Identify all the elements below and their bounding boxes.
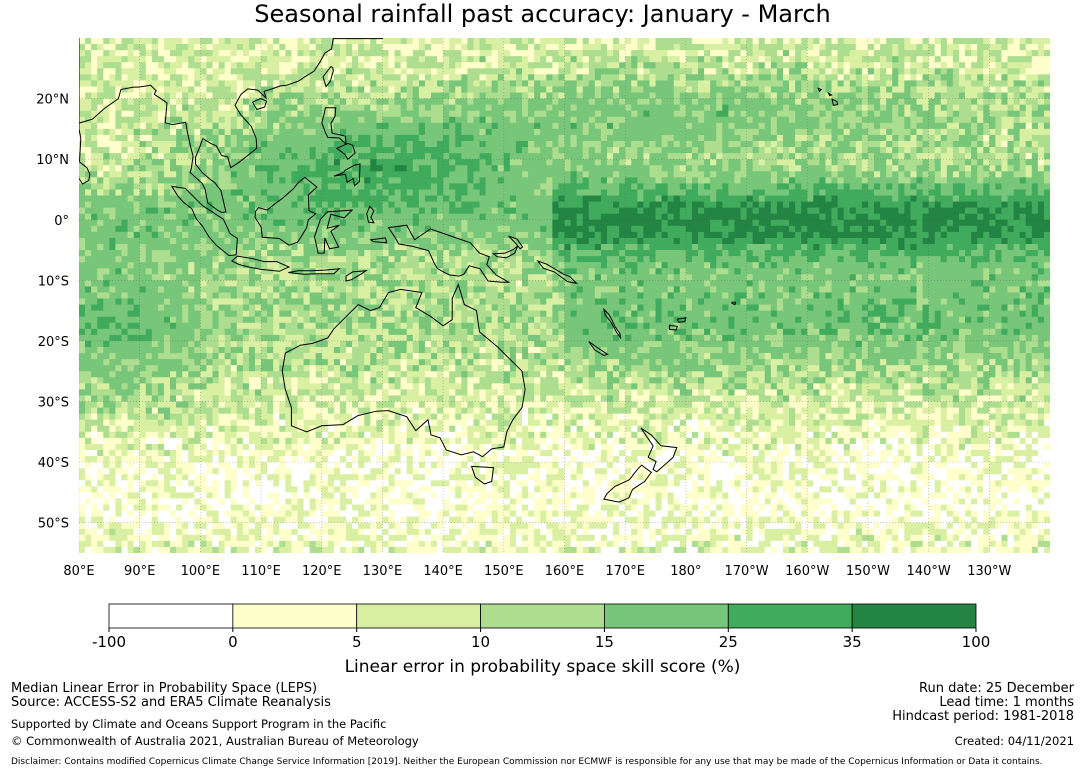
coastline-taiwan [322, 65, 334, 88]
colorbar-tick-label: 0 [228, 633, 238, 651]
lon-tick-label: 160°E [545, 564, 585, 579]
skill-field [79, 38, 1050, 553]
colorbar-segment [356, 603, 481, 629]
colorbar-tick-label: 15 [595, 633, 614, 651]
coastline-mindanao [333, 163, 361, 187]
lat-tick-label: 10°S [38, 274, 69, 289]
coastline-nz-north [640, 427, 678, 473]
coastline-sulawesi [313, 209, 354, 254]
colorbar-segment [108, 603, 234, 629]
coastline-mainland-asia [79, 38, 383, 214]
colorbar-tick-label: 25 [719, 633, 738, 651]
coastline-hawaii [831, 98, 839, 106]
coastline-australia [281, 283, 526, 458]
lon-tick-label: 90°E [124, 564, 155, 579]
lat-tick-label: 30°S [38, 396, 69, 411]
coastline-hawaii-oahu [817, 87, 823, 93]
coastline-fiji-vanua [676, 317, 687, 323]
lon-tick-label: 180° [670, 564, 701, 579]
footer-source-info: Median Linear Error in Probability Space… [11, 682, 331, 710]
lon-tick-label: 140°E [423, 564, 463, 579]
coastline-seram [369, 237, 388, 244]
lon-tick-label: 100°E [181, 564, 221, 579]
footer-run-info: Run date: 25 December Lead time: 1 month… [892, 682, 1074, 724]
run-date-label: Run date: 25 December [919, 681, 1074, 696]
lon-tick-label: 150°W [846, 564, 890, 579]
footer-credits: Supported by Climate and Oceans Support … [11, 717, 419, 748]
coastline-visayas [335, 142, 356, 160]
coastline-vanuatu [603, 307, 622, 339]
lat-tick-label: 40°S [38, 456, 69, 471]
lon-tick-label: 130°W [967, 564, 1011, 579]
coastline-new-guinea [387, 224, 511, 283]
coastline-halmahera [366, 205, 375, 224]
lon-tick-label: 110°E [241, 564, 281, 579]
latitude-axis: 20°N 10°N 0° 10°S 20°S 30°S 40°S 50°S [36, 93, 69, 532]
created-label: Created: 04/11/2021 [954, 734, 1074, 748]
coastline-new-ireland [508, 235, 524, 250]
colorbar-segment [727, 603, 853, 629]
coastline-solomons [536, 259, 579, 285]
coastline-new-caledonia [588, 341, 609, 357]
colorbar-tick-label: 10 [471, 633, 490, 651]
colorbar-segment [232, 603, 358, 629]
lat-tick-label: 20°S [38, 335, 69, 350]
coastline-fiji [669, 324, 679, 331]
lat-tick-label: 50°S [38, 517, 69, 532]
coastline-flores-chain [288, 268, 341, 275]
footer-source-label: Source: ACCESS-S2 and ERA5 Climate Reana… [11, 695, 331, 710]
lat-tick-label: 20°N [36, 93, 69, 108]
coastlines [79, 38, 839, 503]
lat-tick-label: 10°N [36, 153, 69, 168]
coastline-borneo [254, 176, 318, 246]
map-title: Seasonal rainfall past accuracy: January… [254, 0, 831, 28]
skill-map: 20°N 10°N 0° 10°S 20°S 30°S 40°S 50°S 80°E 90°E 1… [36, 38, 1050, 651]
colorbar: -100 0 5 10 15 25 35 100 [92, 603, 991, 651]
lon-tick-label: 160°W [785, 564, 829, 579]
lead-time-label: Lead time: 1 months [939, 695, 1074, 710]
colorbar-tick-label: 5 [352, 633, 362, 651]
lon-tick-label: 140°W [907, 564, 951, 579]
coastline-hawaii-maui [827, 91, 833, 97]
coastline-nz-south [603, 464, 652, 503]
lat-tick-label: 0° [54, 214, 69, 229]
colorbar-segment [604, 603, 729, 629]
colorbar-tick-label: 35 [843, 633, 862, 651]
coastline-hainan [251, 98, 268, 111]
coastline-tasmania [470, 465, 495, 485]
footer-leps-label: Median Linear Error in Probability Space… [11, 681, 318, 696]
coastline-sumatra [170, 185, 238, 257]
lon-tick-label: 80°E [63, 564, 94, 579]
colorbar-segment [480, 603, 605, 629]
lon-tick-label: 120°E [302, 564, 342, 579]
coastline-java [231, 255, 291, 272]
longitude-axis: 80°E 90°E 100°E 110°E 120°E 130°E 140°E 150°E 16… [63, 564, 1011, 579]
lon-tick-label: 170°W [724, 564, 768, 579]
colorbar-tick-label: -100 [92, 633, 126, 651]
coastline-timor [345, 270, 368, 282]
colorbar-label: Linear error in probability space skill … [344, 657, 741, 677]
coastline-samoa [731, 301, 737, 306]
coastline-new-britain [492, 245, 519, 259]
coastline-sri-lanka [79, 160, 91, 185]
footer-support-label: Supported by Climate and Oceans Support … [11, 717, 387, 731]
lon-tick-label: 130°E [363, 564, 403, 579]
lon-tick-label: 150°E [484, 564, 524, 579]
gridlines [79, 38, 1050, 553]
hindcast-label: Hindcast period: 1981-2018 [892, 709, 1074, 724]
colorbar-tick-label: 100 [962, 633, 991, 651]
colorbar-segment [851, 603, 977, 629]
disclaimer: Disclaimer: Contains modified Copernicus… [11, 757, 1043, 767]
lon-tick-label: 170°E [605, 564, 645, 579]
footer-copyright-label: © Commonwealth of Australia 2021, Austra… [11, 734, 419, 748]
